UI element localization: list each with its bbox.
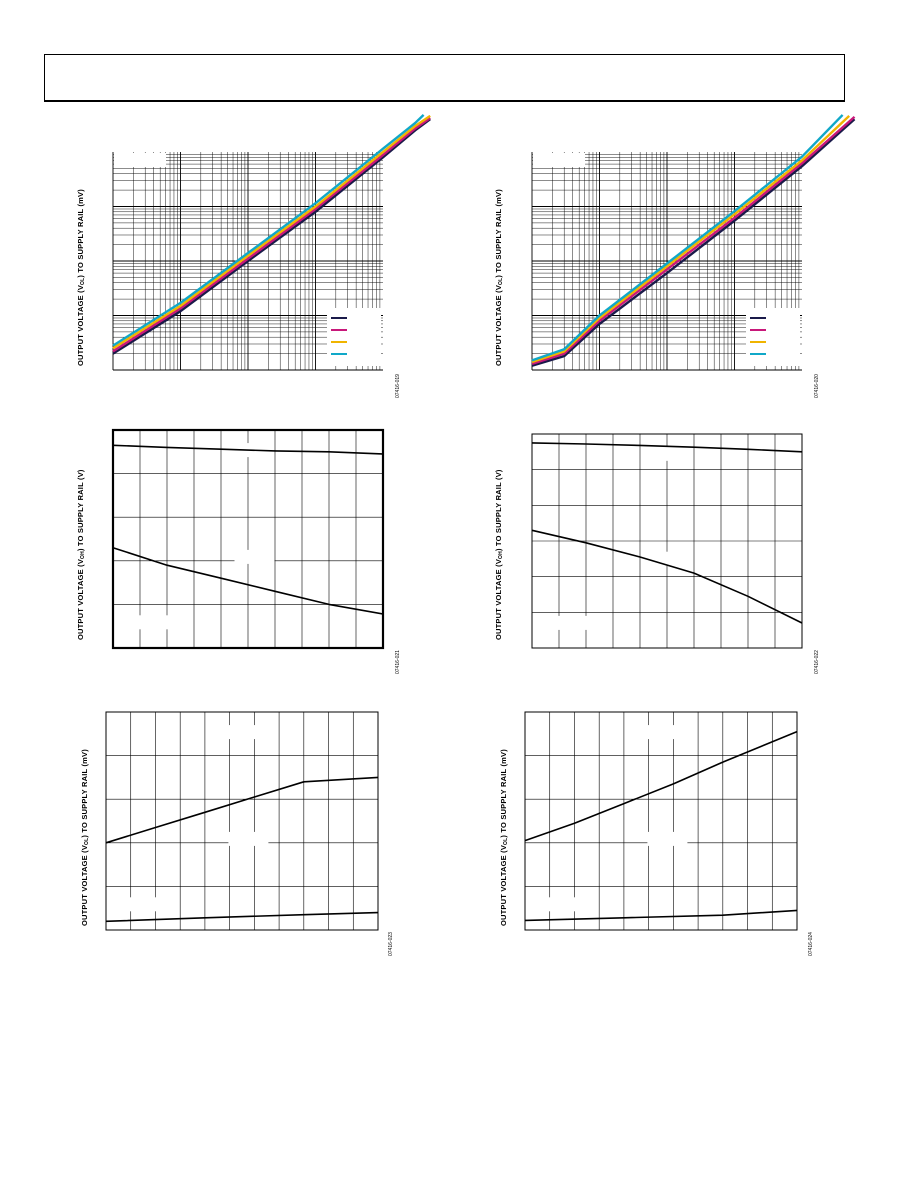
chart-2 — [531, 114, 856, 371]
series-line-3 — [112, 114, 431, 350]
label-blank-area-1 — [647, 725, 688, 740]
y-axis-label-chart-3: OUTPUT VOLTAGE (VOH) TO SUPPLY RAIL (V) — [76, 469, 86, 640]
label-blank-area — [114, 153, 166, 167]
chart-6 — [524, 711, 798, 931]
chart-5 — [105, 711, 379, 931]
label-blank-area-1 — [228, 725, 269, 740]
label-blank-area-3 — [553, 615, 594, 630]
label-blank-area-1 — [653, 446, 694, 461]
chart-3 — [111, 428, 385, 650]
series-line-1 — [524, 730, 798, 842]
figure-code-1: 07416-019 — [395, 374, 401, 398]
y-axis-label-chart-1: OUTPUT VOLTAGE (VOL) TO SUPPLY RAIL (mV) — [76, 189, 86, 366]
series-line-1 — [112, 444, 384, 455]
series-line-4 — [531, 114, 844, 362]
label-blank-area-2 — [653, 551, 694, 566]
figure-code-6: 07416-024 — [808, 932, 814, 956]
figure-code-3: 07416-021 — [395, 650, 401, 674]
series-line-2 — [105, 911, 379, 923]
series-line-2 — [531, 529, 803, 624]
label-blank-area — [533, 153, 585, 167]
label-blank-area-3 — [134, 615, 175, 630]
label-blank-area-2 — [228, 831, 269, 846]
plot-frame — [111, 428, 385, 650]
series-line-2 — [524, 909, 798, 922]
label-blank-area-2 — [234, 549, 275, 564]
series-line-2 — [112, 117, 431, 353]
legend-box — [746, 308, 800, 366]
y-axis-label-chart-6: OUTPUT VOLTAGE (VOL) TO SUPPLY RAIL (mV) — [499, 749, 509, 926]
figure-code-2: 07416-020 — [814, 374, 820, 398]
y-axis-label-chart-4: OUTPUT VOLTAGE (VOH) TO SUPPLY RAIL (V) — [494, 469, 504, 640]
series-line-3 — [531, 115, 851, 364]
label-blank-area-2 — [647, 831, 688, 846]
y-axis-label-chart-2: OUTPUT VOLTAGE (VOL) TO SUPPLY RAIL (mV) — [494, 189, 504, 366]
figure-code-4: 07416-022 — [814, 650, 820, 674]
plot-frame — [531, 433, 803, 649]
chart-4 — [531, 433, 803, 649]
page-header-box — [44, 54, 845, 102]
series-line-1 — [112, 118, 431, 355]
y-axis-label-chart-5: OUTPUT VOLTAGE (VOL) TO SUPPLY RAIL (mV) — [80, 749, 90, 926]
legend-box — [327, 308, 381, 366]
plot-frame — [105, 711, 379, 931]
series-line-4 — [112, 114, 425, 347]
series-line-1 — [531, 118, 856, 367]
plot-frame — [524, 711, 798, 931]
series-line-1 — [531, 442, 803, 453]
label-blank-area-3 — [546, 897, 587, 912]
series-line-2 — [112, 546, 384, 615]
label-blank-area-3 — [127, 897, 168, 912]
series-line-2 — [531, 116, 856, 365]
series-line-1 — [105, 776, 379, 844]
chart-1 — [112, 114, 431, 371]
figure-code-5: 07416-023 — [388, 932, 394, 956]
